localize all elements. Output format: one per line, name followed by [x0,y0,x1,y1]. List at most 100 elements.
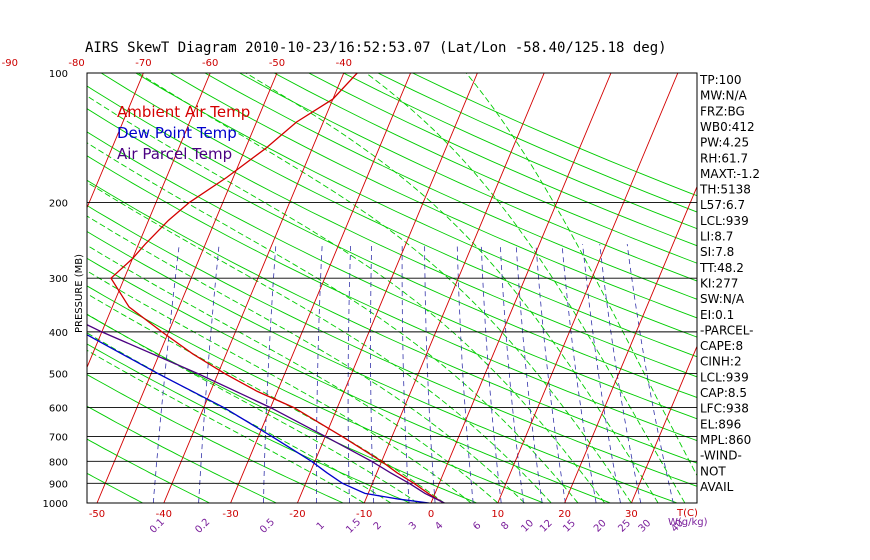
isotherm-line [765,73,870,503]
top-temperature-ticks: -120-110-100-90-80-70-60-50-40 [2,58,352,69]
isotherm-line [564,185,697,503]
mixing-ratio-tick-label: 1 [315,520,327,532]
moist-adiabat-line [87,270,472,503]
top-temp-tick-label: -50 [269,58,285,69]
bottom-temp-tick-label: 30 [625,509,638,520]
dry-adiabat-line [87,374,344,503]
moist-adiabat-line [245,73,659,503]
isotherm-line [230,73,412,503]
bottom-temp-tick-label: -30 [222,509,238,520]
stability-index-label: MAXT:-1.2 [700,167,760,181]
pressure-tick-labels: 100 200 300 400 500 600 700 800 900 1000 [43,69,68,510]
temp-unit-label: T(C) [676,508,698,519]
moist-adiabat-line [365,73,686,503]
dry-adiabat-line [87,257,611,503]
dry-adiabat-line [239,73,697,282]
dry-adiabat-line [87,108,697,398]
mixing-ratio-line [456,244,474,503]
isotherm-line [87,73,211,369]
y-axis-label: PRESSURE (MB) [74,254,85,333]
bottom-temp-tick-label: 10 [491,509,504,520]
mixing-ratio-tick-label: 0.5 [258,517,277,536]
isotherm-line [630,345,697,503]
mixing-ratio-line [198,244,220,503]
mixing-ratio-tick-label: 20 [592,518,609,535]
dry-adiabat-line [343,73,697,230]
stability-index-label: PW:4.25 [700,136,749,150]
stability-index-label: LCL:939 [700,214,749,228]
mixing-ratio-line [480,244,502,503]
series-line [87,324,445,503]
stability-index-label: NOT [700,464,726,478]
moist-adiabat-line [87,332,392,503]
stability-index-label: EL:896 [700,417,741,431]
stability-index-label: TH:5138 [699,183,751,197]
dry-adiabat-line [87,155,697,442]
dry-adiabat-line [87,204,697,487]
plot-frame [86,72,698,504]
stability-index-label: TP:100 [699,73,742,87]
stability-index-label: FRZ:BG [700,104,745,118]
stability-index-label: SI:7.8 [700,245,734,259]
mixing-ratio-tick-label: 6 [471,520,483,532]
moist-adiabat-line [87,95,606,503]
isotherm-line [87,73,144,209]
stability-index-label: LCL:939 [700,370,749,384]
dry-adiabat-line [87,438,210,503]
legend: Ambient Air Temp Dew Point Temp Air Parcel… [117,103,250,163]
pressure-tick-label: 900 [49,479,68,490]
moist-adiabats [87,73,697,503]
dry-adiabat-line [412,73,697,197]
mixing-ratio-line [401,244,410,503]
bottom-temp-tick-label: -10 [356,509,372,520]
series-line [87,334,430,503]
mixing-ratio-tick-label: 25 [616,518,633,535]
top-temp-tick-label: -40 [336,58,352,69]
stability-index-label: MW:N/A [700,89,748,103]
moist-adiabat-line [87,244,499,503]
pressure-tick-label: 600 [49,404,68,415]
dry-adiabat-line [87,230,678,503]
dry-adiabats [87,73,697,503]
dry-adiabat-line [135,73,697,338]
stability-index-label: LI:8.7 [700,230,733,244]
moist-adiabat-line [137,73,632,503]
bottom-temp-tick-label: -50 [89,509,105,520]
pressure-tick-label: 700 [49,432,68,443]
dry-adiabat-line [87,313,477,503]
isotherm-line [0,73,10,503]
mixing-ratio-tick-label: 3 [407,520,419,532]
mixing-ratio-tick-label: 2 [372,520,384,532]
legend-entry: Air Parcel Temp [117,145,232,163]
top-temp-tick-label: -80 [68,58,84,69]
stability-index-label: WB0:412 [700,120,755,134]
dry-adiabat-line [273,73,697,264]
dry-adiabat-line [87,179,697,464]
stability-index-label: RH:61.7 [700,151,748,165]
stability-index-label: TT:48.2 [699,261,744,275]
stability-index-label: EI:0.1 [700,308,734,322]
moist-adiabat-line [87,349,365,503]
stability-index-label: LFC:938 [700,402,749,416]
pressure-tick-label: 500 [49,370,68,381]
mixing-ratio-line [347,244,352,503]
mixing-ratio-line [152,244,180,503]
stability-index-label: -WIND- [700,449,742,463]
legend-entry: Dew Point Temp [117,124,237,142]
mixing-ratio-line [370,244,375,503]
mixing-unit-label: W(g/kg) [668,517,708,528]
dry-adiabat-line [87,405,277,503]
bottom-temp-tick-label: -40 [156,509,172,520]
isotherm-line [497,73,679,503]
stability-index-label: -PARCEL- [700,323,754,337]
stability-index-label: CAPE:8 [700,339,743,353]
mixing-ratio-tick-label: 10 [519,518,536,535]
dry-adiabat-line [204,73,697,300]
mixing-ratio-tick-label: 4 [433,520,445,532]
stability-index-label: CAP:8.5 [700,386,747,400]
mixing-ratio-line [424,244,436,503]
bottom-temperature-ticks: -50 -40 -30 -20 -10 0 10 20 30 [89,509,638,520]
dry-adiabat-line [87,131,697,420]
moist-adiabat-line [465,73,697,477]
